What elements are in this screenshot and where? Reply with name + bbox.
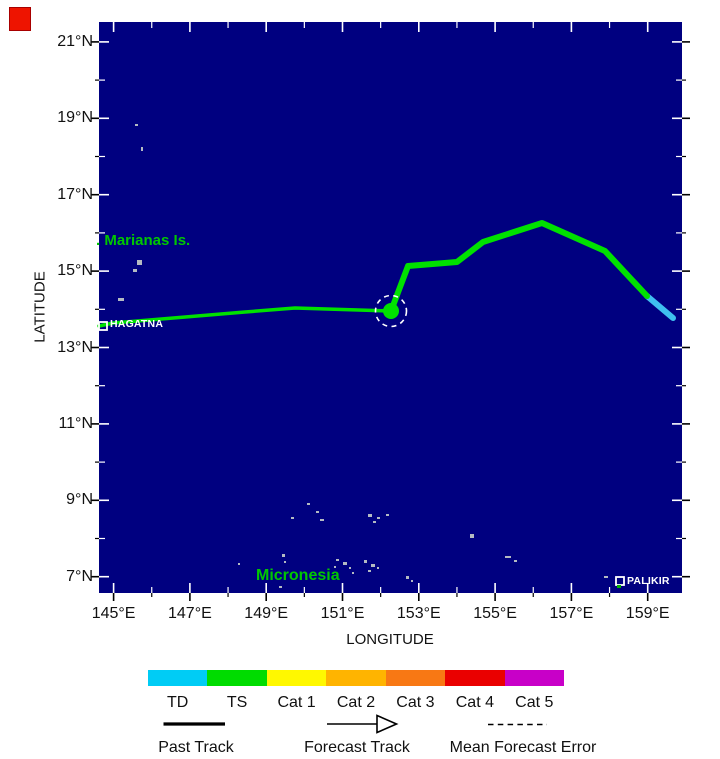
y-axis-label-21N: 21°N <box>57 32 93 50</box>
y-axis-label-11N: 11°N <box>58 414 93 432</box>
island-speck <box>320 519 324 521</box>
island-speck <box>617 585 621 588</box>
island-speck <box>386 514 389 516</box>
current-position-dashed-circle <box>374 294 408 328</box>
y-axis-label-19N: 19°N <box>57 109 93 127</box>
island-speck <box>291 517 294 519</box>
x-axis-label-157E: 157°E <box>549 605 594 622</box>
island-speck <box>118 298 124 301</box>
x-axis-title: LONGITUDE <box>346 631 434 648</box>
legend-label-td: TD <box>167 694 189 711</box>
x-axis-label-151E: 151°E <box>320 605 365 622</box>
x-axis-label-153E: 153°E <box>396 605 441 622</box>
y-axis-label-9N: 9°N <box>66 491 93 509</box>
legend-color-cat-3 <box>385 670 446 686</box>
forecast-track-symbol-arrowhead <box>376 714 399 734</box>
island-speck <box>377 567 379 569</box>
island-speck <box>349 567 351 569</box>
x-axis-label-155E: 155°E <box>473 605 517 622</box>
forecast-track-label: Forecast Track <box>304 739 410 756</box>
island-speck <box>141 147 143 151</box>
legend-color-td <box>148 670 208 686</box>
y-axis-title: LATITUDE <box>31 271 49 343</box>
city-marker-hagatna <box>98 321 108 331</box>
island-speck <box>137 260 142 265</box>
current-position-dot <box>383 303 399 319</box>
region-label-micronesia: Micronesia <box>256 567 340 584</box>
x-axis-label-145E: 145°E <box>91 605 136 622</box>
island-speck <box>377 517 380 519</box>
island-speck <box>514 560 517 562</box>
island-speck <box>279 586 282 588</box>
island-speck <box>411 580 413 582</box>
mean-forecast-error-label: Mean Forecast Error <box>449 739 597 756</box>
city-label-hagatna: HAGATNA <box>110 318 164 330</box>
island-speck <box>368 570 371 572</box>
legend-label-ts: TS <box>226 694 248 711</box>
city-label-palikir: PALIKIR <box>627 575 670 587</box>
island-speck <box>505 556 511 558</box>
y-axis-label-15N: 15°N <box>57 262 93 280</box>
island-speck <box>406 576 409 579</box>
island-speck <box>368 514 372 517</box>
island-speck <box>364 560 367 563</box>
island-speck <box>133 269 137 272</box>
island-speck <box>316 511 319 513</box>
island-speck <box>282 554 285 557</box>
x-axis-label-159E: 159°E <box>625 605 670 622</box>
region-label-marianas: . Marianas Is. <box>96 232 191 249</box>
past-track-ts-segment <box>388 220 650 314</box>
past-track-label: Past Track <box>158 739 234 756</box>
legend-label-cat-2: Cat 2 <box>336 694 376 711</box>
island-speck <box>307 503 310 505</box>
legend-color-cat-4 <box>445 670 505 686</box>
island-speck <box>604 576 608 578</box>
island-speck <box>470 534 474 538</box>
intensity-colorbar <box>148 670 564 686</box>
x-axis-label-147E: 147°E <box>168 605 212 622</box>
island-speck <box>336 559 339 561</box>
island-speck <box>371 564 375 567</box>
island-speck <box>334 566 336 568</box>
y-axis-label-17N: 17°N <box>57 185 93 203</box>
island-speck <box>352 572 354 574</box>
legend-color-cat-2 <box>326 670 386 686</box>
legend-label-cat-3: Cat 3 <box>396 694 435 711</box>
legend-label-cat-5: Cat 5 <box>515 694 554 711</box>
past-track-td-segment <box>644 293 676 321</box>
legend-label-cat-1: Cat 1 <box>277 694 316 711</box>
y-axis-label-7N: 7°N <box>66 567 93 585</box>
forecast-track-line <box>97 306 393 328</box>
island-speck <box>238 563 240 565</box>
legend-label-cat-4: Cat 4 <box>455 694 494 711</box>
island-speck <box>373 521 376 523</box>
island-speck <box>343 562 347 565</box>
x-axis-label-149E: 149°E <box>244 605 289 622</box>
red-corner-marker <box>9 7 31 31</box>
island-speck <box>135 124 138 126</box>
legend-color-ts <box>207 670 267 686</box>
island-speck <box>284 561 286 563</box>
legend-color-cat-5 <box>504 670 564 686</box>
y-axis-label-13N: 13°N <box>57 338 93 356</box>
legend-color-cat-1 <box>266 670 327 686</box>
